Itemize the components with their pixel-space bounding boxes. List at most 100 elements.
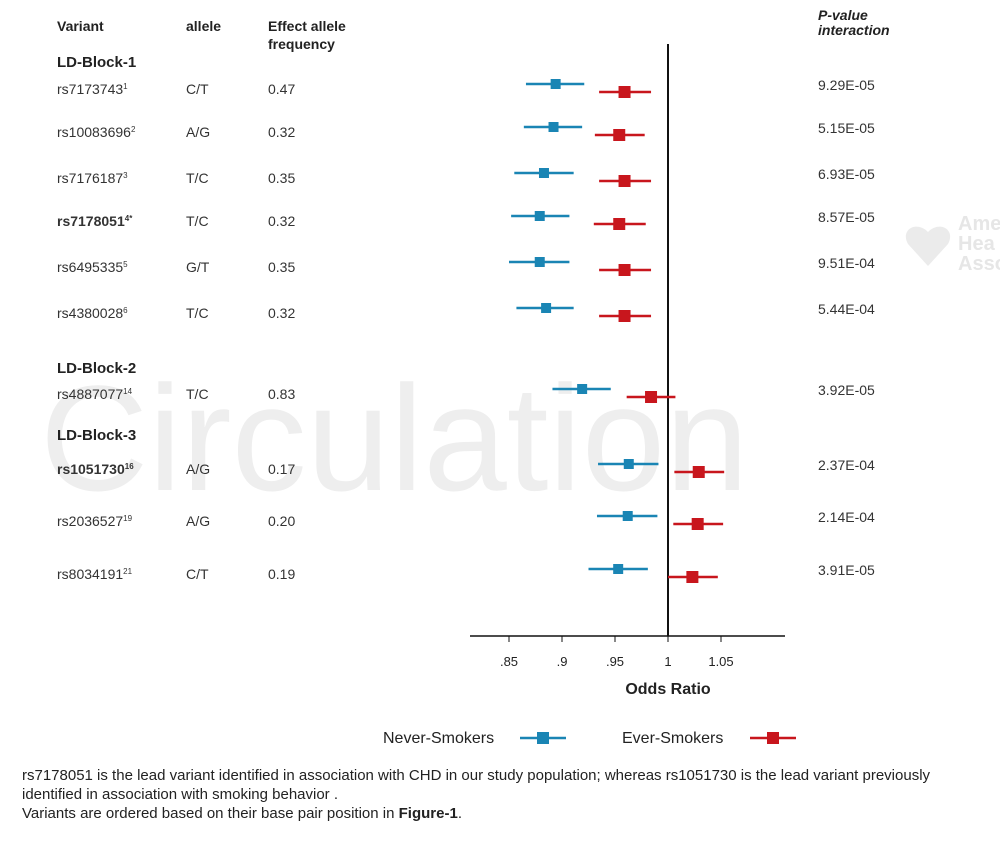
variant-name-rs7176187: rs71761873 xyxy=(57,170,128,186)
point-ever-rs7178051 xyxy=(613,218,626,230)
header-variant: Variant xyxy=(57,18,104,34)
header-freq-line1: Effect allele xyxy=(268,18,346,34)
allele-rs2036527: A/G xyxy=(186,513,210,529)
forest-plot: Circulation Ame Hea Asso Variant allele … xyxy=(40,7,1000,747)
point-never-rs7173743 xyxy=(550,79,561,89)
point-never-rs7178051 xyxy=(534,211,545,221)
frequency-rs1051730: 0.17 xyxy=(268,461,295,477)
pvalue-rs8034191: 3.91E-05 xyxy=(818,562,875,578)
variant-name-rs1051730: rs105173016 xyxy=(57,461,134,477)
ld-block-label-8: LD-Block-2 xyxy=(57,360,136,377)
x-tick-label-1: .85 xyxy=(500,654,518,669)
frequency-rs7173743: 0.47 xyxy=(268,81,295,97)
header-pvalue-line2: interaction xyxy=(818,22,890,38)
point-never-rs1051730 xyxy=(623,459,634,469)
variant-name-rs8034191: rs803419121 xyxy=(57,566,133,582)
pvalue-rs7178051: 8.57E-05 xyxy=(818,209,875,225)
point-ever-rs8034191 xyxy=(686,571,699,583)
variant-name-rs4887077: rs488707714 xyxy=(57,386,133,402)
variant-name-rs2036527: rs203652719 xyxy=(57,513,133,529)
frequency-rs7178051: 0.32 xyxy=(268,213,295,229)
ld-block-label-10: LD-Block-3 xyxy=(57,427,136,444)
frequency-rs2036527: 0.20 xyxy=(268,513,295,529)
x-tick-label-3: .95 xyxy=(606,654,624,669)
pvalue-rs4887077: 3.92E-05 xyxy=(818,382,875,398)
allele-rs7178051: T/C xyxy=(186,213,209,229)
legend-marker-never xyxy=(537,732,549,744)
point-never-rs6495335 xyxy=(534,257,545,267)
watermark-logo-line-1: Ame xyxy=(958,213,1000,235)
allele-rs1051730: A/G xyxy=(186,461,210,477)
variant-row-rs7173743: rs71737431 C/T 0.47 9.29E-05 xyxy=(57,77,875,98)
legend-label-ever: Ever-Smokers xyxy=(622,730,723,747)
variant-row-rs4380028: rs43800286 T/C 0.32 5.44E-04 xyxy=(57,301,875,322)
legend-marker-ever xyxy=(767,732,779,744)
pvalue-rs10083696: 5.15E-05 xyxy=(818,120,875,136)
allele-rs6495335: G/T xyxy=(186,259,210,275)
watermark-logo: Ame Hea Asso xyxy=(905,213,1000,275)
point-never-rs10083696 xyxy=(548,122,559,132)
point-never-rs8034191 xyxy=(613,564,624,574)
frequency-rs10083696: 0.32 xyxy=(268,124,295,140)
variant-row-rs10083696: rs100836962 A/G 0.32 5.15E-05 xyxy=(57,120,875,141)
point-ever-rs2036527 xyxy=(691,518,704,530)
caption-line-2-post: . xyxy=(457,805,462,822)
forest-rows: LD-Block-1 rs71737431 C/T 0.47 9.29E-05 rs100… xyxy=(57,54,875,583)
x-tick-label-2: .9 xyxy=(557,654,568,669)
legend: Never-Smokers Ever-Smokers xyxy=(383,730,796,747)
x-axis-label: Odds Ratio xyxy=(625,681,711,698)
variant-row-rs4887077: rs488707714 T/C 0.83 3.92E-05 xyxy=(57,382,875,403)
x-tick-label-4: 1 xyxy=(664,654,671,669)
variant-name-rs4380028: rs43800286 xyxy=(57,305,128,321)
point-ever-rs4887077 xyxy=(645,391,658,403)
pvalue-rs7173743: 9.29E-05 xyxy=(818,77,875,93)
variant-row-rs7178051: rs71780514* T/C 0.32 8.57E-05 xyxy=(57,209,875,230)
variant-name-rs10083696: rs100836962 xyxy=(57,124,136,140)
point-never-rs4380028 xyxy=(541,303,552,313)
header-pvalue-line1: P-value xyxy=(818,7,868,23)
variant-name-rs7178051: rs71780514* xyxy=(57,213,133,229)
frequency-rs4380028: 0.32 xyxy=(268,305,295,321)
allele-rs7173743: C/T xyxy=(186,81,209,97)
variant-row-rs2036527: rs203652719 A/G 0.20 2.14E-04 xyxy=(57,509,875,530)
figure-caption: rs7178051 is the lead variant identified… xyxy=(22,766,992,823)
variant-row-rs6495335: rs64953355 G/T 0.35 9.51E-04 xyxy=(57,255,875,276)
header-freq-line2: frequency xyxy=(268,36,335,52)
allele-rs10083696: A/G xyxy=(186,124,210,140)
pvalue-rs1051730: 2.37E-04 xyxy=(818,457,875,473)
caption-figure-ref: Figure-1 xyxy=(398,805,458,822)
watermark-logo-line-2: Hea xyxy=(958,233,996,255)
legend-label-never: Never-Smokers xyxy=(383,730,494,747)
caption-line-2-pre: Variants are ordered based on their base… xyxy=(22,805,399,822)
variant-row-rs8034191: rs803419121 C/T 0.19 3.91E-05 xyxy=(57,562,875,583)
watermark-text: Circulation xyxy=(40,354,749,522)
point-ever-rs7176187 xyxy=(618,175,631,187)
point-never-rs7176187 xyxy=(538,168,549,178)
pvalue-rs7176187: 6.93E-05 xyxy=(818,166,875,182)
header-allele: allele xyxy=(186,18,221,34)
frequency-rs4887077: 0.83 xyxy=(268,386,295,402)
point-ever-rs6495335 xyxy=(618,264,631,276)
pvalue-rs4380028: 5.44E-04 xyxy=(818,301,875,317)
variant-name-rs6495335: rs64953355 xyxy=(57,259,128,275)
variant-row-rs7176187: rs71761873 T/C 0.35 6.93E-05 xyxy=(57,166,875,187)
allele-rs4380028: T/C xyxy=(186,305,209,321)
allele-rs4887077: T/C xyxy=(186,386,209,402)
point-ever-rs4380028 xyxy=(618,310,631,322)
x-axis-ticks: .85 .9 .95 1 1.05 xyxy=(500,636,734,669)
allele-rs7176187: T/C xyxy=(186,170,209,186)
point-never-rs2036527 xyxy=(622,511,633,521)
pvalue-rs2036527: 2.14E-04 xyxy=(818,509,875,525)
pvalue-rs6495335: 9.51E-04 xyxy=(818,255,875,271)
caption-line-2: Variants are ordered based on their base… xyxy=(22,804,992,823)
caption-line-1: rs7178051 is the lead variant identified… xyxy=(22,767,931,803)
point-ever-rs1051730 xyxy=(692,466,705,478)
x-tick-label-5: 1.05 xyxy=(708,654,733,669)
point-never-rs4887077 xyxy=(577,384,588,394)
frequency-rs8034191: 0.19 xyxy=(268,566,295,582)
point-ever-rs10083696 xyxy=(613,129,626,141)
variant-name-rs7173743: rs71737431 xyxy=(57,81,128,97)
frequency-rs7176187: 0.35 xyxy=(268,170,295,186)
allele-rs8034191: C/T xyxy=(186,566,209,582)
point-ever-rs7173743 xyxy=(618,86,631,98)
